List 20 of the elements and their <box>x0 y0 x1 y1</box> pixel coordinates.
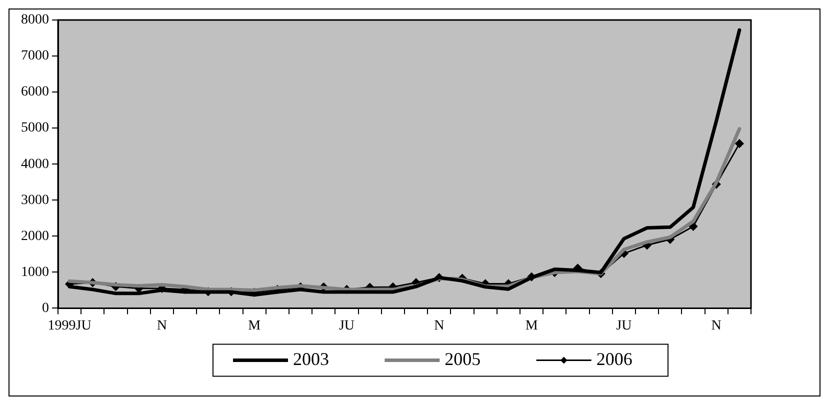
y-tick-label: 7000 <box>21 48 49 64</box>
y-tick-label: 6000 <box>21 84 49 100</box>
y-tick-label: 2000 <box>21 228 49 244</box>
x-tick-label: M <box>525 318 538 334</box>
x-tick-label: N <box>711 318 722 334</box>
legend-label: 2003 <box>293 348 329 369</box>
x-tick-label: N <box>156 318 168 334</box>
y-tick-label: 0 <box>42 300 49 316</box>
y-tick-label: 1000 <box>21 264 49 280</box>
y-tick-label: 5000 <box>21 120 49 136</box>
x-tick-label: JU <box>338 318 355 334</box>
y-tick-label: 8000 <box>21 12 49 28</box>
x-tick-label: JU <box>616 318 632 334</box>
x-tick-label: N <box>434 318 444 334</box>
x-tick-label: 1999JU <box>48 318 92 334</box>
x-tick-label: M <box>248 318 262 334</box>
y-tick-label: 4000 <box>21 156 49 172</box>
y-tick-label: 3000 <box>21 192 49 208</box>
legend-label: 2005 <box>444 348 481 369</box>
legend-label: 2006 <box>596 348 632 369</box>
